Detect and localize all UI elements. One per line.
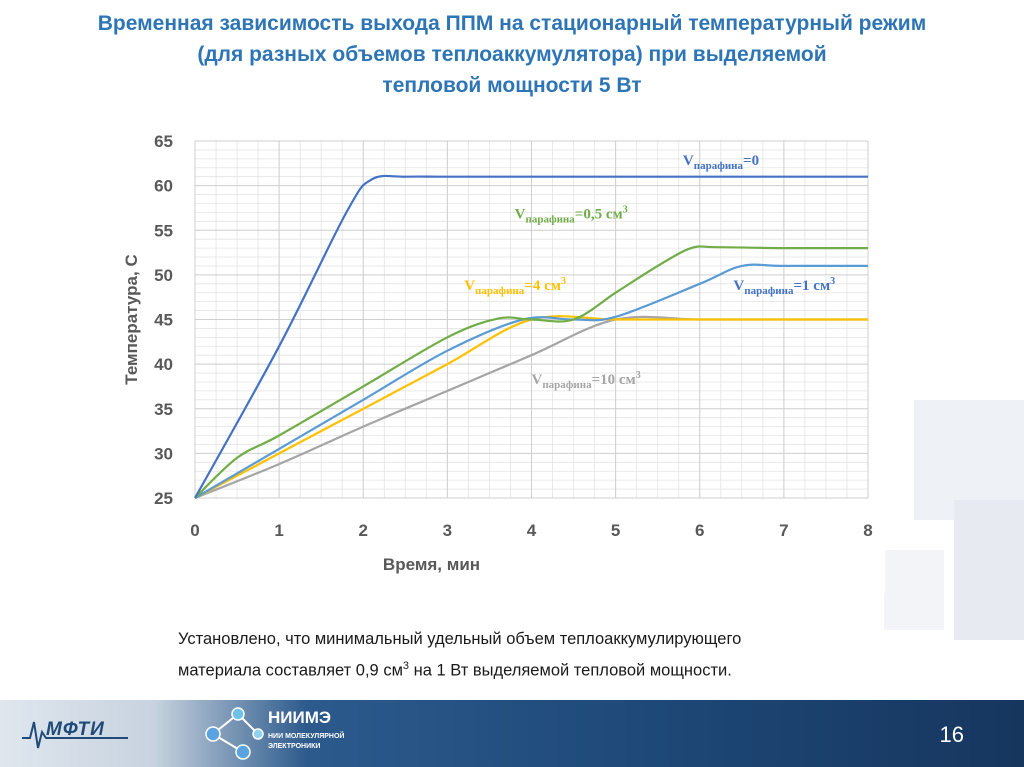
title-line-2: (для разных объемов теплоаккумулятора) п…	[197, 43, 827, 66]
y-tick-label: 60	[154, 177, 173, 196]
series-line-1	[194, 245, 869, 499]
series-label-2: Vпарафина=1 см3	[733, 276, 835, 297]
series-label-0: Vпарафина=0	[683, 153, 759, 172]
mfti-logo-icon	[22, 721, 128, 749]
niime-subtitle: НИИ МОЛЕКУЛЯРНОЙ ЭЛЕКТРОНИКИ	[268, 733, 345, 750]
conclusion-superscript: 3	[402, 660, 410, 672]
y-tick-label: 65	[154, 132, 173, 151]
y-tick-label: 30	[154, 444, 173, 463]
y-tick-label: 55	[154, 221, 173, 240]
conclusion-part-b: на 1 Вт выделяемой тепловой мощности.	[409, 661, 732, 680]
x-axis-label: Время, мин	[383, 555, 480, 574]
series-line-0	[194, 174, 868, 499]
x-tick-label: 4	[527, 521, 537, 540]
molecule-icon	[205, 707, 264, 760]
x-tick-label: 5	[611, 521, 620, 540]
x-tick-label: 2	[359, 521, 368, 540]
y-tick-label: 45	[154, 311, 173, 330]
series-line-2	[194, 263, 868, 499]
x-tick-label: 6	[695, 521, 704, 540]
x-tick-label: 7	[779, 521, 788, 540]
x-tick-label: 3	[443, 521, 452, 540]
conclusion-line-2: материала составляет 0,9 см3 на 1 Вт выд…	[178, 653, 958, 685]
series-label-3: Vпарафина=4 см3	[464, 276, 566, 297]
y-axis-label: Температура, С	[122, 254, 141, 384]
title-line-3: тепловой мощности 5 Вт	[382, 74, 642, 97]
footer-bar: МФТИ НИИМЭ НИИ МОЛЕКУЛЯРНОЙ ЭЛЕКТРОНИКИ …	[0, 700, 1024, 767]
page-number: 16	[939, 722, 964, 747]
background-decoration	[884, 400, 1024, 640]
conclusion-line-1: Установлено, что минимальный удельный об…	[178, 630, 742, 648]
series-label-1: Vпарафина=0,5 см3	[515, 205, 628, 226]
x-tick-label: 0	[190, 521, 199, 540]
y-tick-label: 35	[154, 400, 173, 419]
y-tick-label: 40	[154, 355, 173, 374]
conclusion-part-a: материала составляет 0,9 см	[178, 661, 403, 680]
series-label-4: Vпарафина=10 см3	[532, 370, 641, 391]
slide-title: Временная зависимость выхода ППМ на стац…	[0, 8, 1024, 101]
y-tick-label: 25	[154, 489, 173, 508]
x-tick-label: 8	[863, 521, 872, 540]
mfti-logo-text: МФТИ	[46, 719, 105, 740]
niime-logo-text: НИИМЭ	[268, 708, 331, 727]
conclusion-text: Установлено, что минимальный удельный об…	[178, 626, 958, 685]
y-tick-label: 50	[154, 266, 173, 285]
x-tick-label: 1	[274, 521, 283, 540]
title-line-1: Временная зависимость выхода ППМ на стац…	[97, 12, 927, 35]
